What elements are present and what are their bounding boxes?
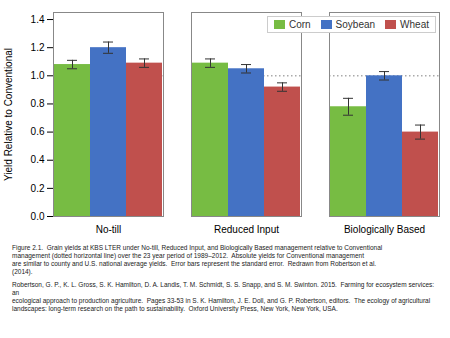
html-text:Corn: Corn: [288, 19, 311, 30]
svg-text:0.0: 0.0: [31, 211, 45, 222]
svg-text:0.6: 0.6: [31, 126, 45, 137]
svg-text:1.4: 1.4: [31, 14, 45, 25]
html-text:Wheat: Wheat: [400, 19, 429, 30]
svg-text:0.4: 0.4: [31, 154, 45, 165]
html-text:Robertson, G. P., K. L. Gross,: Robertson, G. P., K. L. Gross, S. K. Ham…: [12, 280, 436, 312]
svg-text:Yield Relative to Conventional: Yield Relative to Conventional: [3, 48, 14, 181]
svg-text:Biologically Based: Biologically Based: [344, 224, 425, 235]
svg-text:No-till: No-till: [96, 224, 122, 235]
svg-text:0.2: 0.2: [31, 183, 45, 194]
svg-text:1.2: 1.2: [31, 42, 45, 53]
svg-text:0.8: 0.8: [31, 98, 45, 109]
html-text:Soybean: Soybean: [335, 19, 376, 30]
svg-text:1.0: 1.0: [31, 70, 45, 81]
html-text:Figure 2.1. Grain yields at KB: Figure 2.1. Grain yields at KBS LTER und…: [12, 244, 383, 276]
svg-text:Reduced Input: Reduced Input: [214, 224, 279, 235]
